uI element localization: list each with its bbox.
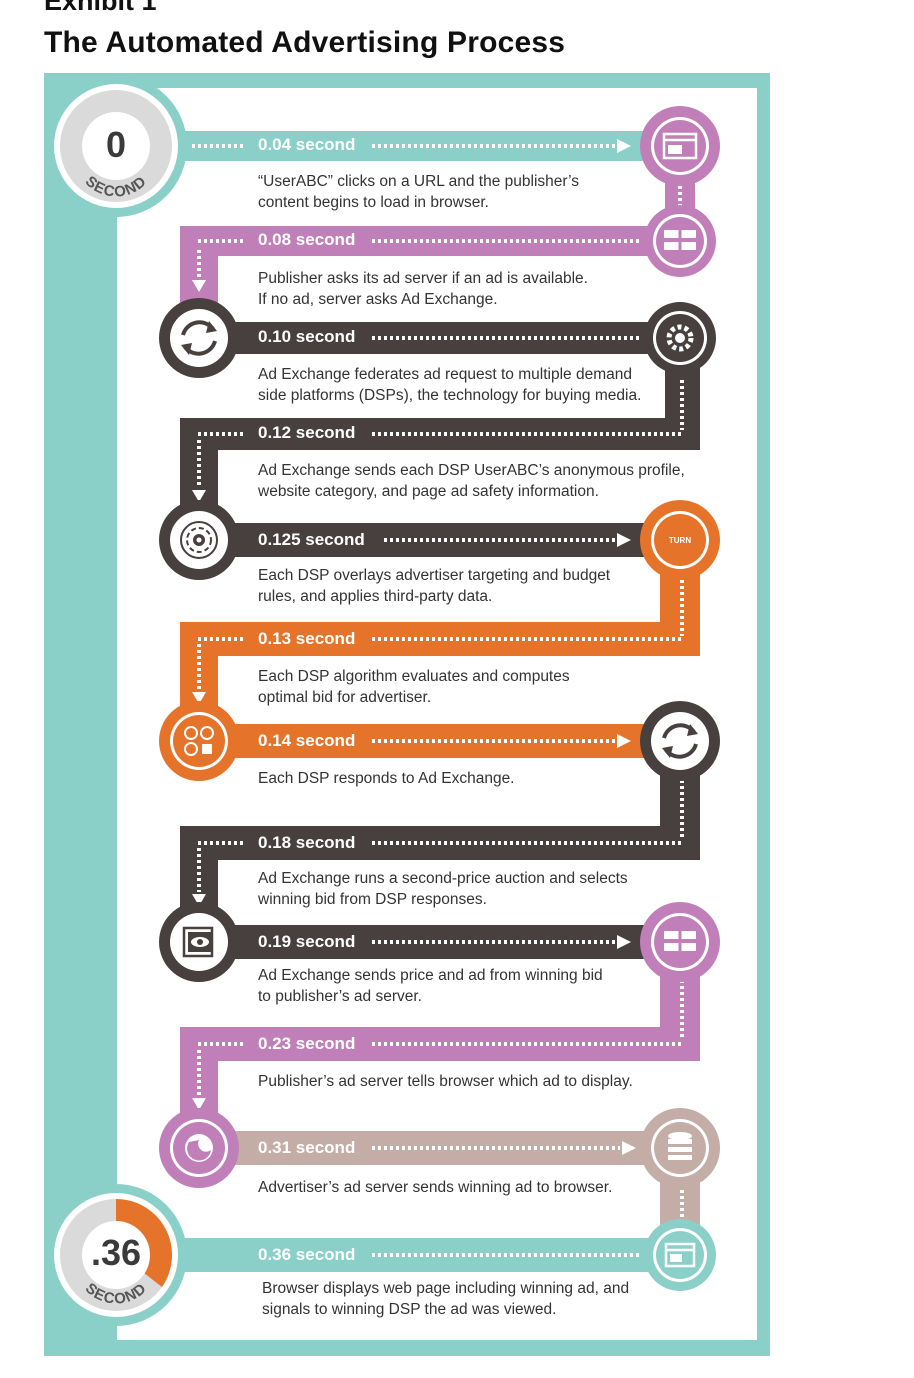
browser-icon: [159, 1108, 239, 1188]
exchange-arrows-icon: [159, 298, 239, 378]
ad-server-icon: [644, 205, 716, 277]
view-window-icon: [159, 902, 239, 982]
step-description: Browser displays web page including winn…: [262, 1280, 630, 1318]
step-time: 0.125 second: [258, 530, 365, 549]
exchange-arrows-icon: [640, 701, 720, 781]
step-description: Publisher’s ad server tells browser whic…: [258, 1073, 633, 1090]
step-description: Publisher asks its ad server if an ad is…: [258, 270, 588, 308]
step-description: “UserABC” clicks on a URL and the publis…: [258, 173, 580, 211]
analytics-icon: [159, 701, 239, 781]
turn-logo-icon: TURN: [640, 500, 720, 580]
target-icon: [159, 500, 239, 580]
step-description: Advertiser’s ad server sends winning ad …: [258, 1179, 613, 1196]
browser-window-icon: [644, 1219, 716, 1291]
step-description: Ad Exchange federates ad request to mult…: [258, 366, 642, 404]
step-time: 0.08 second: [258, 230, 356, 249]
step-time: 0.19 second: [258, 932, 356, 951]
band-step-2: [180, 226, 680, 256]
step-time: 0.12 second: [258, 423, 356, 442]
end-badge-value: .36: [90, 1232, 142, 1273]
step-time: 0.10 second: [258, 327, 356, 346]
arrowheads: [192, 139, 636, 1155]
band-step-1: [150, 131, 675, 161]
dotted-guides: [192, 144, 684, 1257]
step-time: 0.36 second: [258, 1245, 356, 1264]
start-badge-value: 0: [105, 124, 127, 165]
svg-text:TURN: TURN: [669, 536, 691, 545]
step-time: 0.14 second: [258, 731, 356, 750]
database-icon: [640, 1108, 720, 1188]
gear-icon: [644, 302, 716, 374]
page-title: The Automated Advertising Process: [44, 26, 566, 59]
step-description: Each DSP responds to Ad Exchange.: [258, 770, 515, 787]
step-time: 0.13 second: [258, 629, 356, 648]
ad-server-icon: [640, 902, 720, 982]
band-step-12: [150, 1238, 675, 1272]
step-time: 0.04 second: [258, 135, 356, 154]
browser-window-icon: [640, 106, 720, 186]
exhibit-label: Exhibit 1: [44, 0, 157, 16]
step-time: 0.31 second: [258, 1138, 356, 1157]
step-description: Ad Exchange sends price and ad from winn…: [258, 967, 603, 1005]
step-description: Ad Exchange sends each DSP UserABC’s ano…: [258, 462, 685, 500]
step-description: Ad Exchange runs a second-price auction …: [258, 870, 628, 908]
step-description: Each DSP overlays advertiser targeting a…: [258, 567, 611, 605]
step-time: 0.23 second: [258, 1034, 356, 1053]
step-description: Each DSP algorithm evaluates and compute…: [258, 668, 570, 706]
step-time: 0.18 second: [258, 833, 356, 852]
